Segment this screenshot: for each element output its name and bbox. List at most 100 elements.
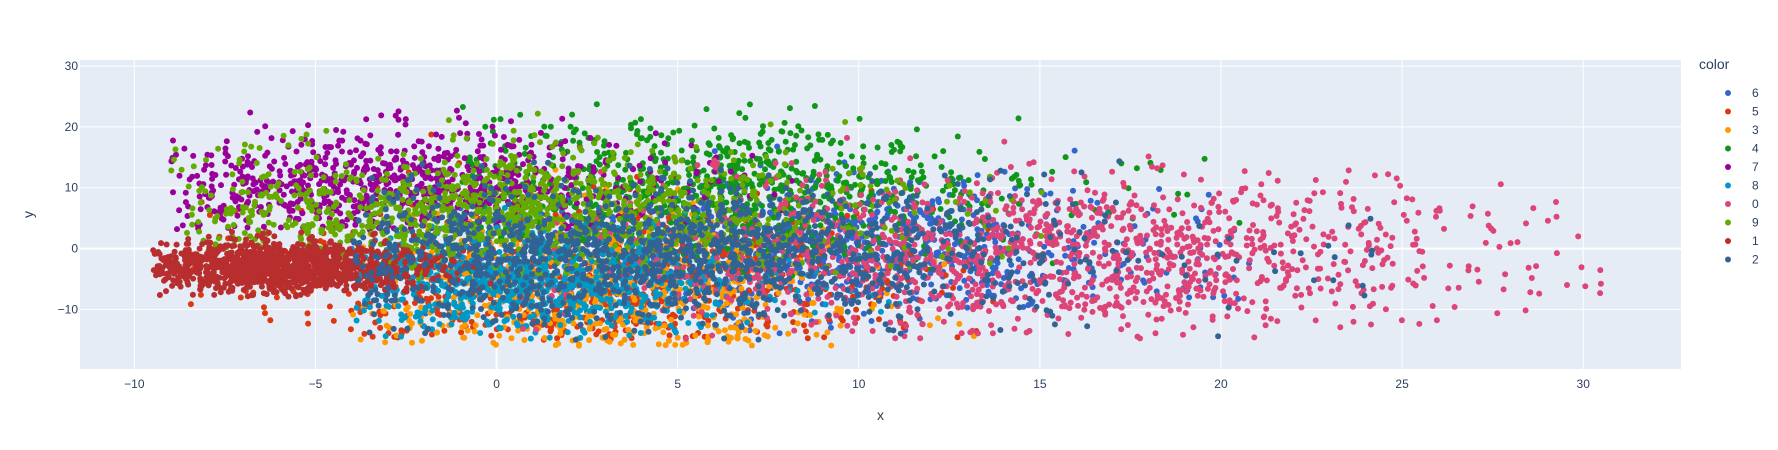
data-point — [353, 304, 360, 311]
data-point — [586, 337, 593, 344]
data-point — [804, 335, 811, 342]
data-point — [748, 181, 755, 187]
data-point — [638, 304, 645, 310]
data-point — [920, 174, 927, 181]
data-point — [528, 141, 535, 148]
data-point — [361, 165, 368, 172]
data-point — [555, 340, 562, 347]
data-point — [685, 320, 692, 326]
data-point — [1236, 219, 1243, 226]
data-point — [674, 334, 681, 341]
data-point — [936, 199, 942, 206]
data-point — [786, 105, 793, 112]
data-point — [1514, 239, 1521, 246]
data-point — [631, 297, 638, 303]
data-point — [482, 123, 489, 130]
data-point — [1317, 285, 1324, 292]
data-point — [375, 317, 382, 324]
data-point — [704, 322, 711, 329]
data-point — [1398, 317, 1405, 324]
data-point — [461, 155, 468, 162]
data-point — [254, 128, 261, 135]
data-point — [739, 166, 746, 173]
data-point — [910, 169, 917, 176]
data-point — [1184, 191, 1191, 198]
data-point — [398, 333, 404, 340]
data-point — [351, 168, 358, 175]
data-point — [891, 165, 898, 171]
data-point — [520, 161, 526, 168]
data-point — [752, 327, 759, 334]
data-point — [853, 306, 860, 313]
data-point — [827, 140, 834, 147]
data-point — [805, 296, 812, 303]
data-point — [843, 179, 850, 186]
data-point — [206, 212, 213, 218]
data-point — [896, 140, 903, 146]
data-point — [846, 193, 853, 200]
data-point — [626, 332, 633, 339]
data-point — [596, 161, 603, 168]
data-point — [389, 174, 395, 181]
data-point — [658, 149, 664, 156]
data-point — [312, 165, 319, 172]
data-point — [774, 143, 781, 150]
data-point — [1180, 331, 1186, 338]
data-point — [676, 127, 683, 134]
data-point — [170, 137, 176, 144]
data-point — [1083, 179, 1090, 186]
data-point — [686, 172, 693, 178]
data-point — [508, 335, 515, 342]
data-point — [228, 162, 235, 169]
data-point — [414, 309, 421, 316]
data-point — [1024, 186, 1031, 193]
data-point — [488, 332, 495, 339]
data-point — [1156, 186, 1163, 192]
data-point — [762, 166, 768, 173]
data-point — [742, 114, 749, 121]
data-point — [634, 128, 641, 134]
data-point — [703, 106, 710, 113]
data-point — [464, 327, 471, 334]
data-point — [733, 311, 740, 318]
data-point — [929, 198, 936, 205]
data-point — [994, 260, 1001, 266]
data-point — [632, 119, 639, 126]
data-point — [926, 322, 933, 329]
data-point — [245, 153, 251, 160]
data-point — [491, 132, 498, 139]
data-point — [1133, 165, 1140, 172]
data-point — [811, 309, 818, 316]
data-point — [565, 165, 572, 172]
data-point — [367, 157, 374, 164]
data-point — [998, 195, 1005, 202]
data-point — [294, 198, 301, 205]
data-point — [956, 285, 963, 292]
data-point — [497, 116, 504, 123]
data-point — [369, 333, 376, 340]
data-point — [622, 313, 629, 319]
data-point — [678, 147, 685, 154]
data-point — [842, 162, 849, 169]
data-point — [541, 123, 548, 130]
data-point — [721, 327, 728, 334]
data-point — [209, 175, 216, 182]
data-point — [608, 322, 615, 329]
data-point — [658, 132, 665, 139]
data-point — [382, 160, 389, 167]
data-point — [765, 160, 772, 167]
data-point — [954, 133, 961, 140]
data-point — [776, 330, 783, 337]
data-point — [1371, 172, 1378, 179]
data-point — [238, 196, 245, 203]
data-point — [208, 162, 215, 168]
data-point — [489, 123, 496, 130]
data-point — [981, 156, 988, 162]
data-point — [795, 123, 802, 130]
data-point — [281, 154, 288, 161]
data-point — [436, 321, 443, 327]
data-point — [1008, 175, 1015, 182]
data-point — [965, 177, 972, 184]
data-point — [347, 326, 354, 333]
data-point — [1071, 147, 1078, 154]
